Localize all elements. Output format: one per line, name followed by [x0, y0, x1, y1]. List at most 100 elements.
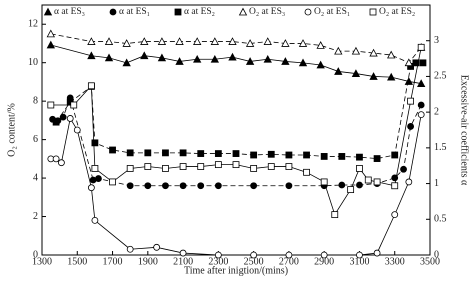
x-tick-label: 2900	[314, 256, 334, 267]
data-point	[369, 48, 378, 57]
y-axis-label: O₂ content/%	[6, 103, 17, 157]
data-point	[193, 54, 202, 63]
data-point	[369, 72, 378, 80]
data-point	[356, 165, 363, 172]
data-point	[87, 184, 95, 192]
y2-axis-label: Excessive-air coefficients α	[459, 75, 470, 186]
data-point	[144, 163, 152, 170]
data-point	[140, 37, 149, 45]
data-point	[210, 54, 220, 63]
data-point	[303, 151, 310, 159]
legend-label: α at ES₃	[54, 7, 85, 17]
data-point	[364, 176, 372, 184]
data-point	[281, 39, 290, 47]
data-point	[407, 123, 415, 130]
data-point	[109, 146, 116, 154]
data-point	[87, 37, 96, 45]
y2-tick-label: 1	[434, 178, 439, 189]
x-tick-label: 2700	[279, 256, 299, 267]
data-point	[122, 39, 131, 47]
data-point	[126, 149, 134, 157]
data-point	[91, 216, 99, 224]
data-point	[373, 178, 381, 186]
data-point	[66, 115, 74, 122]
data-point	[52, 155, 60, 163]
y2-tick-label: 3	[434, 35, 439, 46]
y2-tick-label: 2.5	[434, 71, 447, 82]
data-point	[197, 150, 205, 157]
legend-label: O₂ at ES₁	[314, 7, 350, 17]
y2-tick-label: 0	[434, 249, 439, 260]
data-point	[104, 53, 114, 62]
data-point	[387, 50, 396, 59]
data-point	[47, 101, 55, 109]
data-point	[285, 182, 293, 190]
data-point	[281, 57, 290, 65]
data-point	[144, 182, 152, 190]
legend-label: α at ES₁	[119, 7, 150, 17]
data-point	[285, 151, 293, 159]
data-point	[263, 54, 272, 63]
data-point	[316, 60, 325, 69]
data-point	[391, 211, 399, 219]
data-point	[338, 181, 346, 189]
data-point	[109, 178, 116, 186]
data-point	[250, 151, 258, 159]
x-axis-label: Time after inigtion/(mins)	[184, 265, 288, 276]
data-point	[179, 163, 187, 170]
x-tick-label: 2100	[173, 256, 193, 267]
data-point	[245, 57, 255, 65]
y2-tick-label: 2	[434, 106, 439, 117]
y-tick-label: 10	[28, 57, 38, 68]
plot-frame	[41, 4, 431, 256]
data-point	[140, 51, 149, 60]
data-point	[356, 153, 363, 161]
data-point	[197, 182, 205, 190]
data-point	[179, 249, 187, 257]
data-point	[59, 113, 67, 121]
data-point	[356, 181, 363, 189]
data-point	[417, 43, 425, 51]
legend-label: α at ES₂	[184, 7, 215, 17]
series-line	[50, 47, 422, 216]
data-point	[331, 211, 339, 219]
data-point	[232, 161, 240, 169]
data-point	[373, 155, 381, 162]
data-point	[338, 153, 346, 160]
data-point	[316, 41, 325, 49]
data-point	[52, 118, 60, 126]
data-point	[267, 150, 275, 158]
series-line	[50, 44, 422, 84]
data-point	[214, 161, 222, 169]
data-point	[91, 139, 99, 147]
data-point	[320, 178, 328, 186]
y-tick-label: 12	[28, 19, 38, 30]
data-point	[70, 101, 78, 109]
data-point	[95, 175, 102, 182]
data-point	[250, 182, 258, 190]
data-point	[334, 46, 343, 55]
legend-label: O₂ at ES₂	[379, 7, 415, 17]
x-tick-label: 3500	[420, 256, 440, 267]
legend-marker	[238, 7, 248, 16]
data-point	[157, 53, 167, 62]
data-point	[214, 251, 222, 259]
data-point	[153, 243, 161, 251]
y-tick-label: 0	[33, 249, 38, 260]
data-point	[175, 57, 184, 65]
data-point	[126, 245, 134, 253]
y-tick-label: 4	[33, 172, 38, 183]
data-point	[162, 165, 169, 172]
data-point	[320, 153, 328, 160]
data-point	[232, 150, 240, 157]
x-tick-label: 2300	[208, 256, 228, 267]
data-point	[179, 149, 187, 157]
x-tick-label: 2500	[244, 256, 264, 267]
data-point	[91, 165, 99, 172]
y2-tick-label: 1.5	[434, 142, 447, 153]
data-point	[387, 72, 396, 81]
data-point	[417, 79, 426, 87]
data-point	[126, 182, 134, 190]
data-point	[87, 82, 95, 90]
